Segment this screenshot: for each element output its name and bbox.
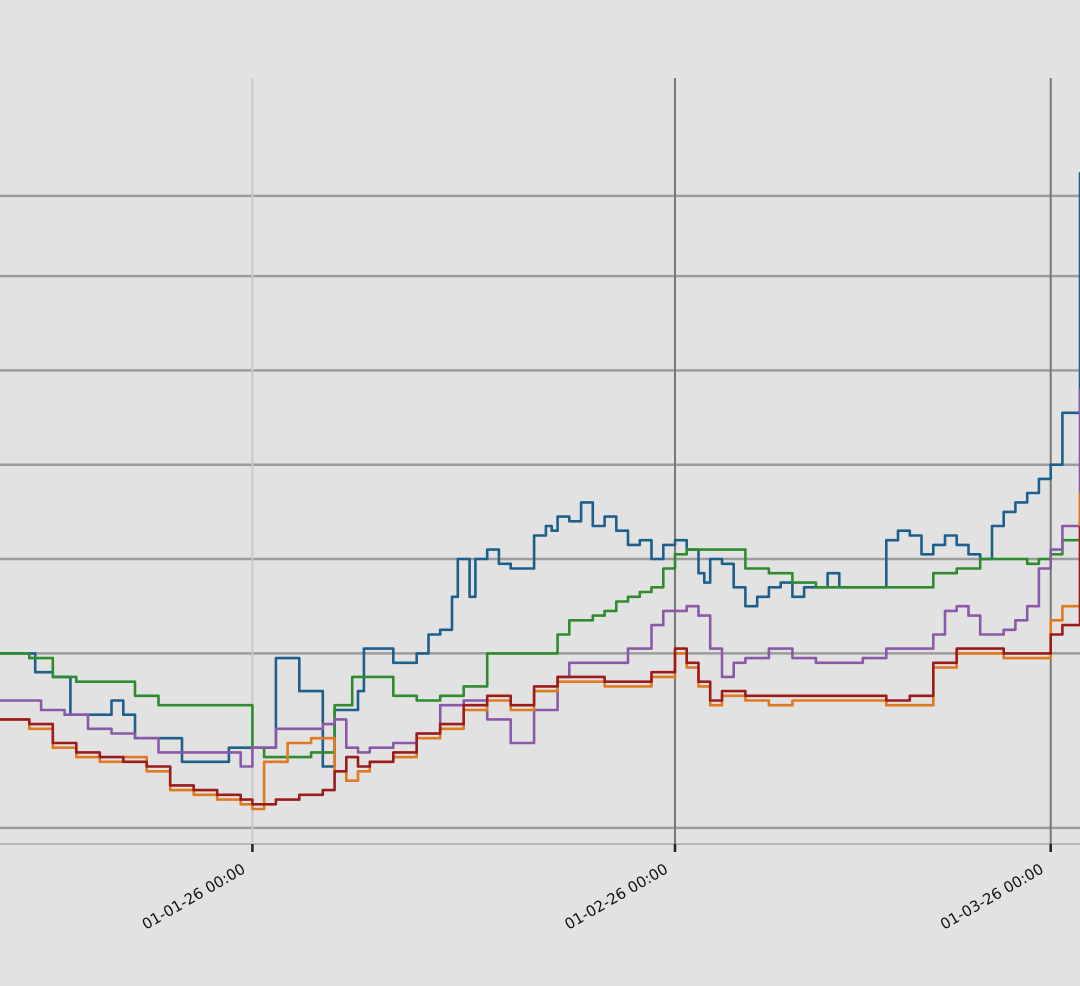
series-line-green — [0, 538, 1080, 759]
series-line-purple — [0, 389, 1080, 768]
horizontal-gridlines — [0, 194, 1080, 845]
series-lines — [0, 172, 1080, 811]
series-line-red — [0, 526, 1080, 806]
series-line-blue — [0, 172, 1080, 768]
x-tick-marks — [251, 844, 1052, 852]
